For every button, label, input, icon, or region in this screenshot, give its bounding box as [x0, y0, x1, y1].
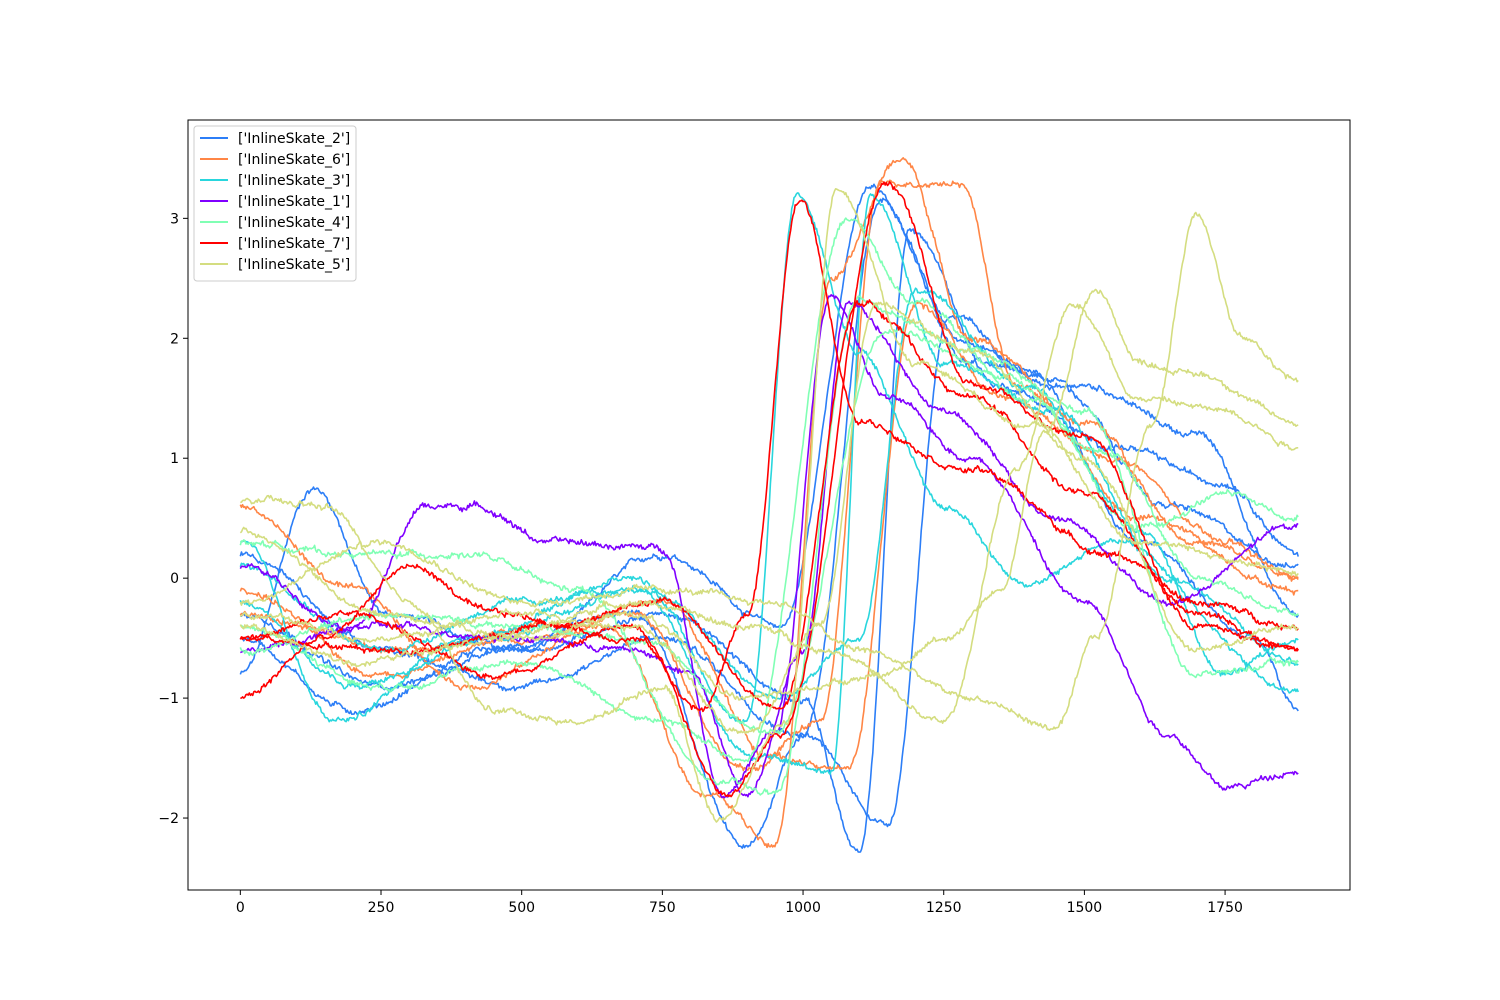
legend-label: ['InlineSkate_1']	[238, 194, 350, 210]
series-line-21	[239, 303, 1299, 725]
legend: ['InlineSkate_2'] ['InlineSkate_6'] ['Inli…	[193, 125, 357, 282]
legend-label: ['InlineSkate_6']	[238, 152, 350, 168]
series-line-16	[239, 181, 1299, 798]
series-layer	[239, 157, 1300, 853]
legend-box	[193, 125, 357, 282]
x-tick-label: 1500	[1067, 900, 1103, 916]
legend-label: ['InlineSkate_7']	[238, 236, 350, 252]
y-tick-label: −2	[158, 811, 179, 827]
x-tick-label: 500	[508, 900, 535, 916]
series-line-22	[239, 301, 1299, 735]
x-tick-label: 250	[368, 900, 395, 916]
legend-label: ['InlineSkate_5']	[238, 257, 350, 273]
series-line-12	[239, 295, 1299, 796]
x-tick-label: 0	[236, 900, 245, 916]
series-line-13	[240, 217, 1299, 763]
plot-frame	[187, 119, 1351, 891]
y-axis: −2 −1 0 1 2 3	[158, 211, 188, 827]
legend-label: ['InlineSkate_4']	[238, 215, 350, 231]
series-line-20	[239, 211, 1299, 731]
legend-label: ['InlineSkate_2']	[238, 131, 350, 147]
series-line-11	[239, 300, 1299, 798]
series-line-8	[239, 193, 1299, 776]
y-tick-label: 0	[170, 571, 179, 587]
x-tick-label: 1250	[926, 900, 962, 916]
x-tick-label: 1000	[785, 900, 821, 916]
series-line-2	[240, 228, 1300, 853]
series-line-18	[240, 188, 1299, 823]
y-tick-label: 1	[170, 451, 179, 467]
legend-label: ['InlineSkate_3']	[238, 173, 350, 189]
series-line-14	[239, 326, 1299, 735]
y-tick-label: 2	[170, 331, 179, 347]
series-line-15	[240, 199, 1299, 713]
y-tick-label: −1	[158, 691, 179, 707]
x-tick-label: 1750	[1207, 900, 1243, 916]
x-axis: 0 250 500 750 1000 1250 1500 1750	[236, 890, 1243, 916]
series-line-19	[239, 288, 1299, 701]
x-tick-label: 750	[649, 900, 676, 916]
y-tick-label: 3	[170, 211, 179, 227]
